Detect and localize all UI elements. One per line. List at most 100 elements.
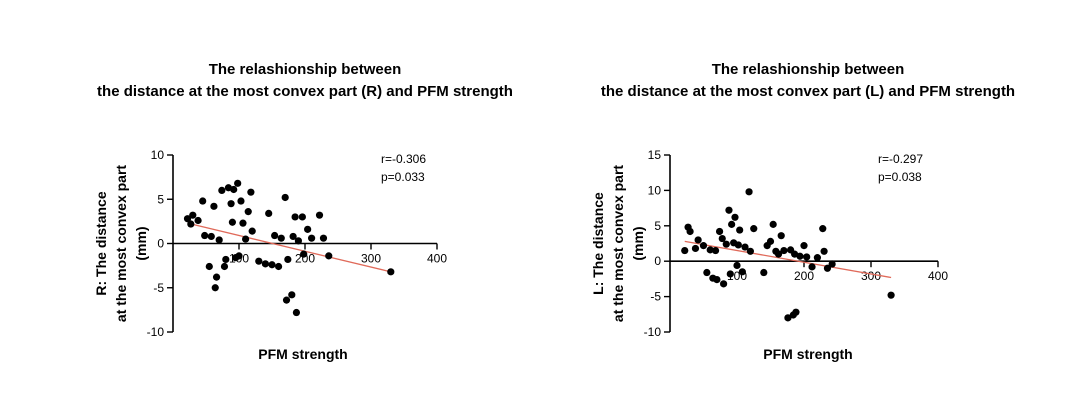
y-tick-label: 0 [654, 254, 661, 268]
data-point [304, 225, 312, 233]
data-point [237, 197, 245, 205]
data-point [769, 220, 777, 228]
data-point [686, 227, 694, 236]
stats-annotation: p=0.033 [381, 170, 425, 184]
data-point [235, 252, 243, 260]
data-point [823, 264, 832, 272]
y-axis-label: at the most convex part [610, 165, 626, 322]
data-point [736, 226, 744, 234]
data-point [803, 253, 811, 261]
x-tick-label: 300 [861, 269, 881, 283]
data-point [766, 237, 775, 245]
y-tick-label: 0 [157, 237, 164, 251]
data-point [255, 257, 263, 265]
data-point [720, 280, 728, 288]
data-point [750, 225, 758, 233]
data-point [261, 260, 269, 268]
stats-annotation: p=0.038 [878, 170, 922, 184]
data-point [292, 308, 301, 317]
data-point [212, 273, 221, 281]
y-tick-label: -10 [147, 325, 165, 339]
x-tick-label: 400 [928, 269, 948, 283]
data-point [281, 193, 289, 202]
data-point [319, 234, 328, 242]
data-point [298, 213, 306, 221]
stats-annotation: r=-0.297 [878, 152, 923, 166]
data-point [734, 241, 742, 249]
x-axis-label: PFM strength [258, 346, 347, 362]
data-point [265, 209, 273, 218]
data-point [691, 244, 700, 253]
data-point [205, 262, 213, 271]
data-point [703, 268, 711, 277]
data-point [282, 296, 291, 304]
data-point [706, 246, 714, 254]
x-tick-label: 200 [794, 269, 814, 283]
y-axis-label: (mm) [630, 226, 646, 260]
data-point [699, 242, 708, 250]
data-point [387, 268, 395, 276]
data-point [820, 247, 828, 255]
y-tick-label: 15 [648, 148, 662, 162]
data-point [187, 220, 195, 228]
y-axis-label: (mm) [133, 226, 149, 260]
data-point [234, 179, 242, 187]
data-point [887, 291, 895, 299]
y-axis-label: R: The distance [93, 191, 109, 295]
data-point [194, 216, 202, 225]
chart-title: the distance at the most convex part (L)… [601, 83, 1015, 100]
data-point [808, 263, 816, 271]
data-point [777, 232, 785, 240]
data-point [722, 240, 730, 248]
data-point [711, 246, 720, 255]
data-point [268, 261, 276, 269]
chart-title: The relashionship between [209, 61, 402, 78]
chart-title: the distance at the most convex part (R)… [97, 83, 513, 100]
regression-line [684, 240, 892, 279]
data-point [796, 252, 804, 260]
regression-line [187, 222, 391, 273]
data-point [728, 220, 736, 228]
data-point [218, 186, 226, 194]
chart-left-side: The relashionship between the distance at… [590, 61, 1015, 362]
data-point [733, 261, 741, 270]
chart-title: The relashionship between [712, 61, 905, 78]
data-point [780, 246, 788, 255]
data-point [294, 237, 302, 245]
data-point [731, 213, 739, 221]
y-tick-label: 10 [648, 183, 662, 197]
data-point [800, 242, 808, 250]
data-point [248, 227, 256, 235]
data-point [746, 247, 755, 255]
data-point [726, 270, 734, 278]
data-point [300, 250, 308, 258]
data-point [275, 262, 283, 271]
y-axis-label: at the most convex part [113, 165, 129, 322]
data-point [308, 234, 316, 242]
data-point [813, 254, 822, 262]
stats-annotation: r=-0.306 [381, 152, 426, 166]
data-point [325, 252, 333, 260]
data-point [220, 262, 229, 271]
data-point [227, 200, 235, 208]
data-point [210, 202, 218, 210]
y-tick-label: -10 [644, 325, 662, 339]
x-tick-label: 200 [295, 252, 315, 266]
data-point [718, 234, 726, 243]
data-point [828, 260, 836, 268]
data-point [277, 234, 285, 242]
data-point [215, 236, 223, 244]
data-point [207, 232, 215, 241]
data-point [725, 206, 733, 214]
x-axis-label: PFM strength [763, 346, 852, 362]
data-point [189, 211, 197, 219]
data-point [284, 255, 292, 264]
data-point [819, 225, 827, 233]
data-point [745, 188, 753, 196]
data-point [694, 236, 702, 244]
data-point [199, 197, 207, 205]
y-tick-label: -5 [650, 290, 661, 304]
data-point [242, 235, 250, 243]
data-point [792, 308, 800, 316]
